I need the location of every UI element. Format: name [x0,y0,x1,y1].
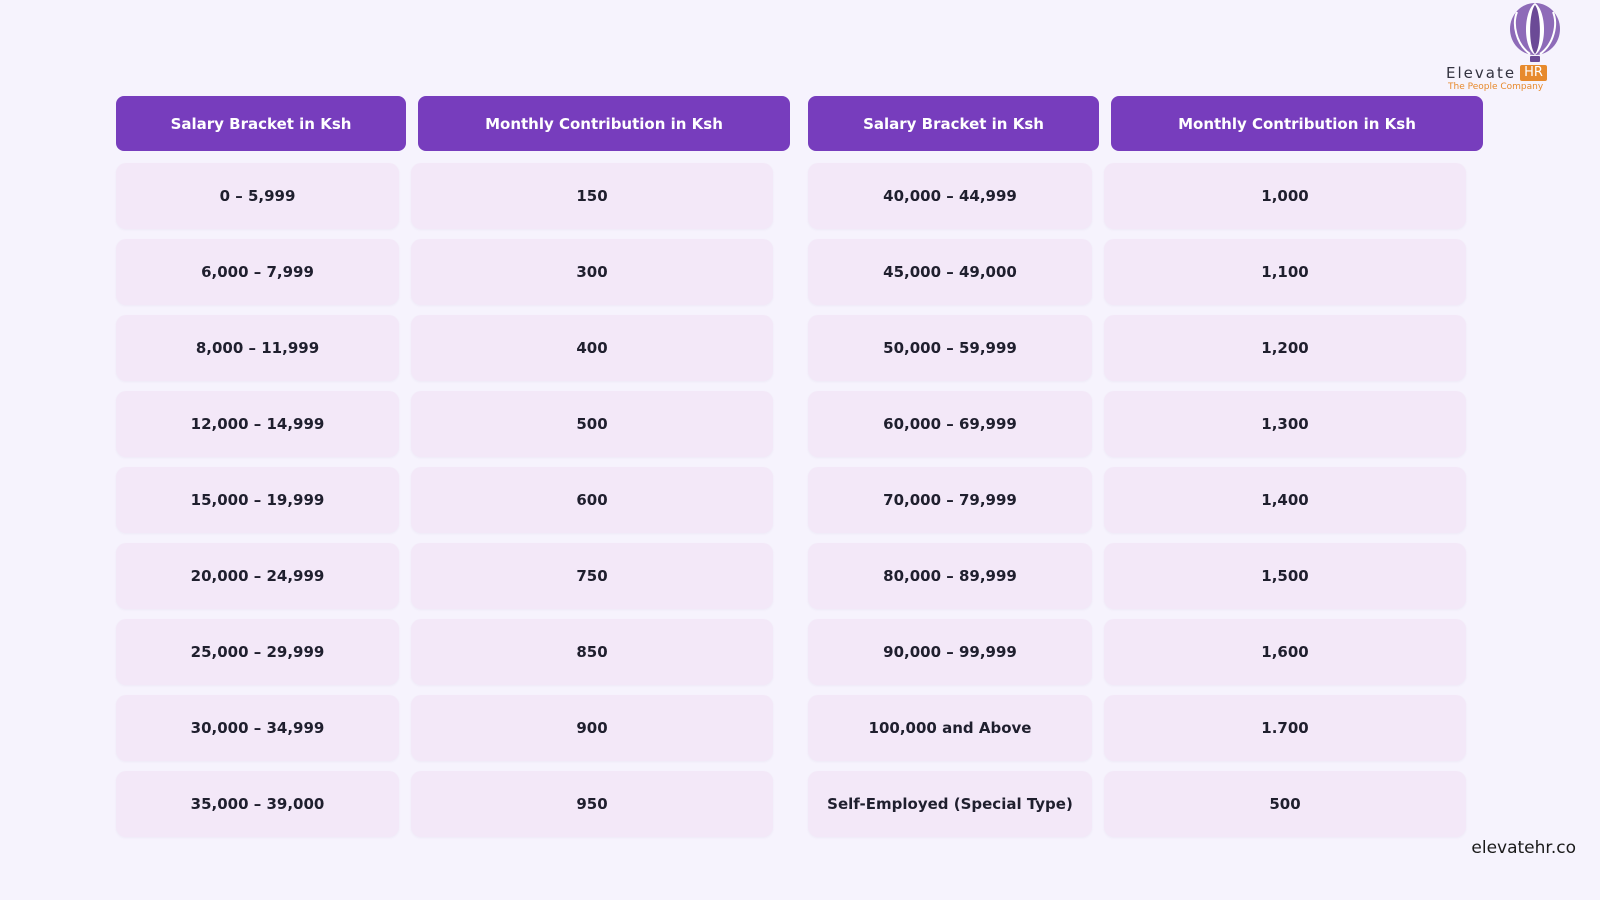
salary-cell: 8,000 – 11,999 [116,315,399,381]
left-contribution-table: Salary Bracket in Ksh Monthly Contributi… [116,96,790,837]
contribution-cell: 850 [411,619,773,685]
salary-cell: 20,000 – 24,999 [116,543,399,609]
table-row: 40,000 – 44,999 1,000 [808,163,1466,229]
salary-cell: 15,000 – 19,999 [116,467,399,533]
logo-tagline: The People Company [1448,82,1544,92]
table-header: Salary Bracket in Ksh Monthly Contributi… [116,96,790,151]
contribution-cell: 900 [411,695,773,761]
contribution-cell: 750 [411,543,773,609]
salary-cell: Self-Employed (Special Type) [808,771,1092,837]
table-row: Self-Employed (Special Type) 500 [808,771,1466,837]
right-contribution-table: Salary Bracket in Ksh Monthly Contributi… [808,96,1483,837]
salary-cell: 70,000 – 79,999 [808,467,1092,533]
contribution-cell: 1,000 [1104,163,1466,229]
contribution-cell: 1,300 [1104,391,1466,457]
table-row: 45,000 – 49,000 1,100 [808,239,1466,305]
table-row: 30,000 – 34,999 900 [116,695,773,761]
salary-cell: 6,000 – 7,999 [116,239,399,305]
salary-cell: 50,000 – 59,999 [808,315,1092,381]
salary-cell: 100,000 and Above [808,695,1092,761]
salary-cell: 45,000 – 49,000 [808,239,1092,305]
table-row: 6,000 – 7,999 300 [116,239,773,305]
salary-cell: 12,000 – 14,999 [116,391,399,457]
header-salary-bracket: Salary Bracket in Ksh [116,96,406,151]
elevatehr-logo: Elevate HR The People Company [1446,2,1566,94]
table-row: 70,000 – 79,999 1,400 [808,467,1466,533]
salary-cell: 60,000 – 69,999 [808,391,1092,457]
salary-cell: 25,000 – 29,999 [116,619,399,685]
table-row: 60,000 – 69,999 1,300 [808,391,1466,457]
contribution-cell: 950 [411,771,773,837]
contribution-cell: 1,600 [1104,619,1466,685]
logo-hr-badge: HR [1520,65,1547,81]
contribution-cell: 1,200 [1104,315,1466,381]
table-row: 90,000 – 99,999 1,600 [808,619,1466,685]
salary-cell: 90,000 – 99,999 [808,619,1092,685]
contribution-cell: 400 [411,315,773,381]
table-row: 35,000 – 39,000 950 [116,771,773,837]
table-row: 100,000 and Above 1.700 [808,695,1466,761]
header-monthly-contribution: Monthly Contribution in Ksh [418,96,790,151]
table-header: Salary Bracket in Ksh Monthly Contributi… [808,96,1483,151]
header-monthly-contribution: Monthly Contribution in Ksh [1111,96,1483,151]
table-row: 0 – 5,999 150 [116,163,773,229]
table-row: 8,000 – 11,999 400 [116,315,773,381]
contribution-cell: 1.700 [1104,695,1466,761]
contribution-cell: 1,100 [1104,239,1466,305]
table-row: 20,000 – 24,999 750 [116,543,773,609]
contribution-cell: 150 [411,163,773,229]
contribution-cell: 1,500 [1104,543,1466,609]
salary-cell: 0 – 5,999 [116,163,399,229]
salary-cell: 80,000 – 89,999 [808,543,1092,609]
table-row: 80,000 – 89,999 1,500 [808,543,1466,609]
table-row: 12,000 – 14,999 500 [116,391,773,457]
salary-cell: 35,000 – 39,000 [116,771,399,837]
table-row: 15,000 – 19,999 600 [116,467,773,533]
contribution-cell: 500 [411,391,773,457]
table-row: 25,000 – 29,999 850 [116,619,773,685]
logo-wordmark: Elevate [1446,64,1517,82]
header-salary-bracket: Salary Bracket in Ksh [808,96,1099,151]
website-url: elevatehr.co [1471,838,1576,858]
contribution-cell: 600 [411,467,773,533]
contribution-cell: 500 [1104,771,1466,837]
salary-cell: 30,000 – 34,999 [116,695,399,761]
contribution-cell: 300 [411,239,773,305]
table-row: 50,000 – 59,999 1,200 [808,315,1466,381]
contribution-cell: 1,400 [1104,467,1466,533]
hot-air-balloon-icon [1510,3,1560,62]
salary-cell: 40,000 – 44,999 [808,163,1092,229]
